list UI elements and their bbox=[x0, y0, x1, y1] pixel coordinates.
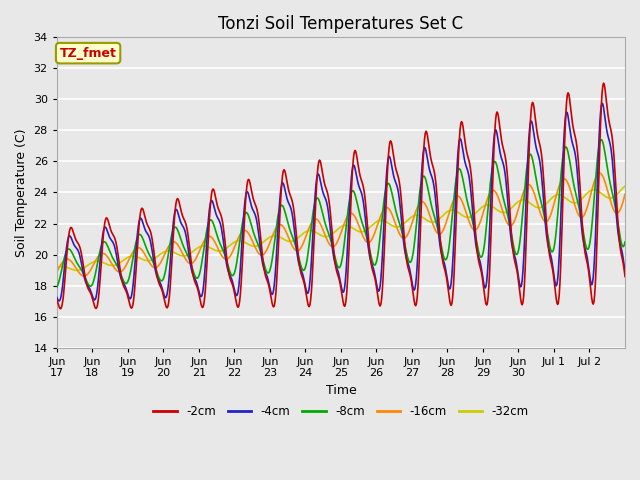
X-axis label: Time: Time bbox=[326, 384, 356, 397]
Title: Tonzi Soil Temperatures Set C: Tonzi Soil Temperatures Set C bbox=[218, 15, 463, 33]
Y-axis label: Soil Temperature (C): Soil Temperature (C) bbox=[15, 128, 28, 257]
Legend: -2cm, -4cm, -8cm, -16cm, -32cm: -2cm, -4cm, -8cm, -16cm, -32cm bbox=[148, 400, 534, 422]
Text: TZ_fmet: TZ_fmet bbox=[60, 47, 116, 60]
